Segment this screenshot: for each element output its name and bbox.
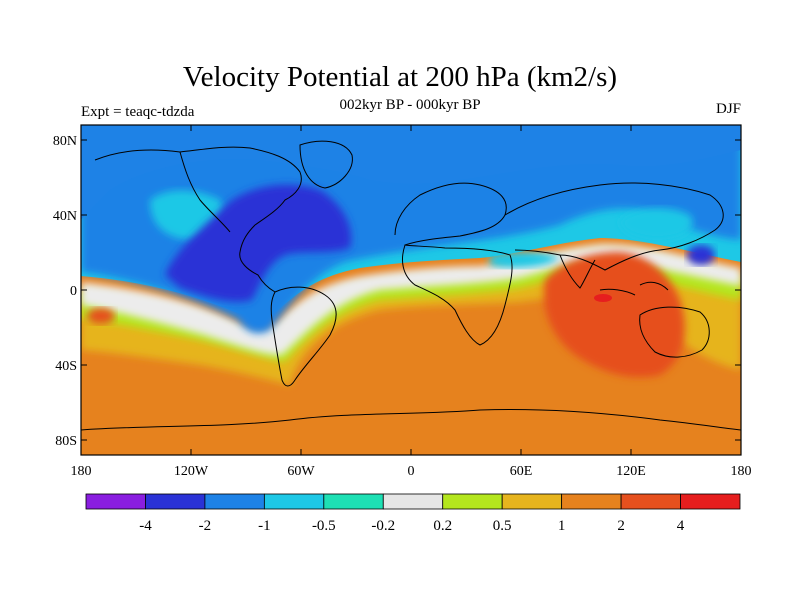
chart-subtitle: 002kyr BP - 000kyr BP	[339, 97, 480, 113]
y-tick-label: 80S	[55, 434, 77, 449]
x-tick-label: 60W	[287, 464, 315, 479]
contour-fill-negative-05-asia	[620, 208, 693, 240]
coastline-south-america	[270, 286, 337, 387]
colorbar-label: 0.5	[493, 518, 512, 534]
x-tick-label: 180	[71, 464, 92, 479]
contour-fill-negative-2	[165, 184, 352, 302]
contour-fill-negative-1-polar	[81, 125, 741, 220]
contour-fill-negative-2-pacific	[687, 245, 715, 265]
colorbar-label: -0.2	[371, 518, 395, 534]
colorbar-swatch	[85, 493, 146, 510]
chart-title: Velocity Potential at 200 hPa (km2/s)	[183, 61, 617, 93]
colorbar-label: -2	[199, 518, 212, 534]
colorbar-swatch	[323, 493, 384, 510]
y-axis: 80N 40N 0 40S 80S	[53, 134, 741, 449]
coastline-india	[559, 254, 596, 289]
colorbar-label: 1	[558, 518, 566, 534]
x-tick-label: 120E	[616, 464, 646, 479]
colorbar-label: -0.5	[312, 518, 336, 534]
coastline-north-america-west	[179, 151, 231, 233]
colorbar-label: -4	[139, 518, 152, 534]
coastline-north-america	[94, 146, 302, 293]
x-axis: 180 120W 60W 0 60E 120E 180	[71, 125, 752, 479]
coastline-greenland	[299, 140, 353, 189]
colorbar-label: -1	[258, 518, 271, 534]
colorbar-swatch	[561, 493, 622, 510]
y-tick-label: 40S	[55, 359, 77, 374]
colorbar-swatch	[204, 493, 265, 510]
contour-map	[81, 125, 741, 455]
contour-fill-positive-max	[594, 294, 612, 302]
contour-fill-positive-pacific	[87, 308, 115, 324]
experiment-label: Expt = teaqc-tdzda	[81, 104, 195, 120]
coastline-indonesia	[599, 288, 636, 296]
coastline-asia	[504, 182, 724, 271]
colorbar-swatch	[382, 493, 444, 510]
colorbar-swatch	[263, 493, 325, 510]
coastlines	[81, 140, 741, 431]
colorbar-swatch	[501, 493, 563, 510]
colorbar-swatch	[620, 493, 681, 510]
colorbar-swatch	[145, 493, 206, 510]
coastline-australia	[639, 306, 710, 358]
x-tick-label: 60E	[510, 464, 533, 479]
coastline-europe	[394, 182, 507, 246]
colorbar-label: 0.2	[433, 518, 452, 534]
x-tick-label: 180	[731, 464, 752, 479]
y-tick-label: 40N	[53, 209, 77, 224]
colorbar-swatch	[442, 493, 503, 510]
colorbar: -4 -2 -1 -0.5 -0.2 0.2 0.5 1 2 4	[85, 493, 741, 534]
season-label: DJF	[716, 101, 741, 117]
colorbar-swatch	[680, 493, 741, 510]
coastline-antarctica	[81, 409, 741, 431]
contour-fill-negative-05-africa	[490, 252, 560, 268]
x-tick-label: 0	[408, 464, 415, 479]
colorbar-label: 2	[617, 518, 625, 534]
x-tick-label: 120W	[174, 464, 209, 479]
colorbar-label: 4	[677, 518, 685, 534]
coastline-africa	[402, 244, 513, 346]
y-tick-label: 80N	[53, 134, 77, 149]
coastline-new-guinea	[639, 281, 669, 291]
y-tick-label: 0	[70, 284, 77, 299]
